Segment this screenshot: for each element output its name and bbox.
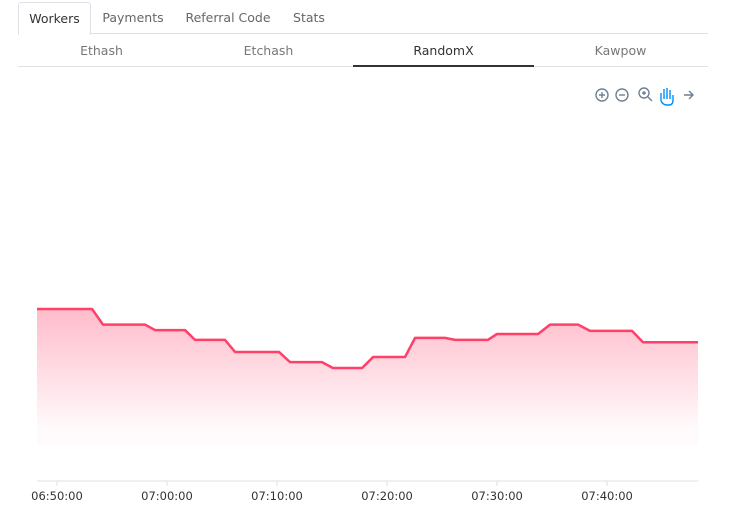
x-tick-label: 07:20:00: [361, 489, 413, 503]
main-tabs: Workers Payments Referral Code Stats: [18, 2, 708, 35]
tab[interactable]: Stats: [293, 10, 325, 25]
x-tick-label: 07:40:00: [581, 489, 633, 503]
algo-tabs: Ethash Etchash RandomX Kawpow: [18, 37, 708, 67]
line: [37, 307, 698, 370]
algo-tab[interactable]: Ethash: [80, 43, 123, 58]
x-tick-label: 07:30:00: [471, 489, 523, 503]
area-fill: [37, 308, 698, 445]
zoom-button[interactable]: [638, 87, 653, 102]
x-tick-label: 06:50:00: [31, 489, 83, 503]
algo-tab[interactable]: Kawpow: [594, 43, 647, 58]
zoom-out-button[interactable]: [615, 88, 629, 102]
tab[interactable]: Referral Code: [185, 10, 271, 25]
x-tick-label: 07:00:00: [141, 489, 193, 503]
tab[interactable]: Payments: [102, 10, 164, 25]
reset-button[interactable]: [684, 90, 694, 100]
pan-button[interactable]: [660, 88, 674, 106]
x-tick-label: 07:10:00: [251, 489, 303, 503]
toolbar: [595, 87, 694, 106]
tab[interactable]: Workers: [18, 2, 91, 35]
algo-tab[interactable]: Etchash: [243, 43, 294, 58]
algo-tab[interactable]: RandomX: [353, 37, 534, 67]
zoom-in-button[interactable]: [595, 88, 609, 102]
